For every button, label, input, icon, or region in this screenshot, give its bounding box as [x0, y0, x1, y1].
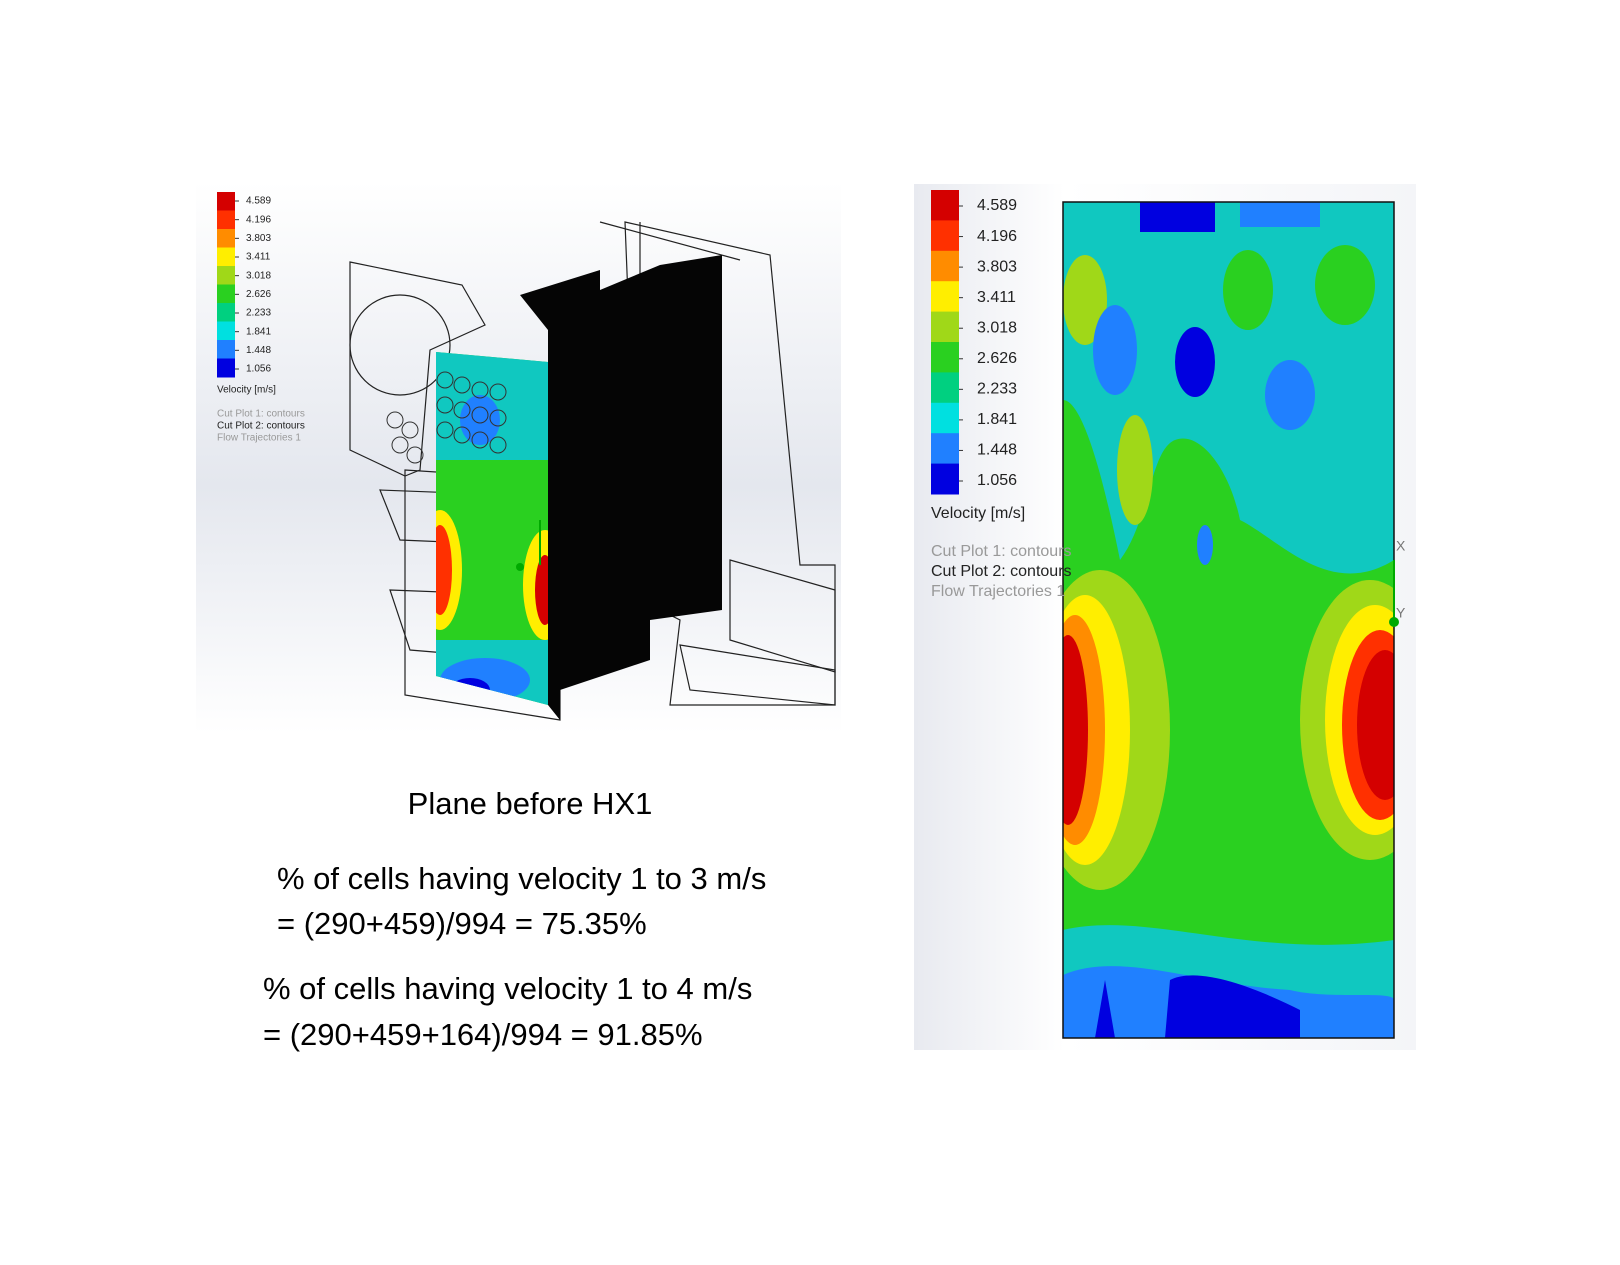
- legend-label: 3.411: [977, 289, 1016, 306]
- right-contour: [1063, 202, 1394, 1038]
- legend-label: 3.411: [246, 252, 271, 263]
- legend-title: Velocity [m/s]: [931, 505, 1025, 522]
- legend-band: [217, 358, 235, 378]
- legend-band: [931, 342, 959, 373]
- legend-band: [931, 281, 959, 313]
- left-figure: 4.589 4.196 3.803 3.411 3.018 2.626 2.233 1.841…: [196, 182, 841, 734]
- tube-holes: [386, 371, 507, 464]
- legend-band: [217, 210, 235, 230]
- legend-label: 3.803: [977, 258, 1017, 275]
- legend-band: [217, 284, 235, 304]
- statement-line: = (290+459+164)/994 = 91.85%: [263, 1017, 703, 1052]
- heat-exchanger-fins: [520, 255, 722, 720]
- legend-band: [217, 321, 235, 341]
- legend-label: 1.841: [246, 326, 271, 337]
- axis-origin: [1389, 617, 1399, 627]
- legend-band: [217, 192, 235, 211]
- legend-band: [931, 190, 959, 221]
- statement-line: % of cells having velocity 1 to 4 m/s: [263, 971, 752, 1006]
- legend-band: [931, 311, 959, 343]
- legend-label: 3.803: [246, 233, 271, 244]
- statement-line: % of cells having velocity 1 to 3 m/s: [277, 861, 766, 896]
- legend-label: 2.233: [246, 308, 271, 319]
- legend-label: 4.196: [246, 214, 271, 225]
- legend-label: 3.018: [977, 319, 1017, 336]
- legend-label: 4.589: [246, 196, 271, 207]
- legend-band: [931, 220, 959, 252]
- legend-band: [931, 372, 959, 404]
- legend-band: [931, 433, 959, 465]
- statement-line: = (290+459)/994 = 75.35%: [277, 906, 647, 941]
- right-figure: X Y 4.589 4.196 3.803 3.411 3.018 2.626 2.233 1…: [914, 184, 1416, 1050]
- axis-label: X: [1396, 538, 1406, 554]
- legend-label: 2.626: [977, 350, 1017, 367]
- legend-label: 4.589: [977, 197, 1017, 214]
- axis-label: Y: [1396, 605, 1406, 621]
- left-contour: [436, 352, 548, 705]
- legend-band: [931, 463, 959, 495]
- legend-band: [931, 402, 959, 434]
- legend-band: [217, 247, 235, 267]
- legend-band: [217, 229, 235, 248]
- legend-band: [931, 250, 959, 282]
- legend-title: Velocity [m/s]: [217, 385, 276, 396]
- plot-list-item: Cut Plot 1: contours: [217, 409, 305, 420]
- plot-list-item: Cut Plot 2: contours: [217, 421, 305, 432]
- legend-label: 1.056: [246, 364, 271, 375]
- right-legend: 4.589 4.196 3.803 3.411 3.018 2.626 2.233 1.841…: [931, 190, 1072, 600]
- plot-list-item: Cut Plot 2: contours: [931, 563, 1072, 580]
- legend-label: 2.233: [977, 381, 1017, 398]
- legend-label: 1.448: [977, 442, 1017, 459]
- legend-label: 2.626: [246, 289, 271, 300]
- left-legend: 4.589 4.196 3.803 3.411 3.018 2.626 2.233 1.841…: [217, 192, 305, 444]
- legend-label: 1.841: [977, 411, 1017, 428]
- legend-label: 1.448: [246, 345, 271, 356]
- legend-label: 1.056: [977, 472, 1017, 489]
- legend-band: [217, 266, 235, 285]
- caption: Plane before HX1: [408, 786, 653, 821]
- legend-band: [217, 340, 235, 359]
- legend-label: 4.196: [977, 228, 1017, 245]
- legend-band: [217, 303, 235, 322]
- legend-label: 3.018: [246, 270, 271, 281]
- axis-origin: [516, 563, 524, 571]
- plot-list-item: Cut Plot 1: contours: [931, 543, 1072, 560]
- plot-list-item: Flow Trajectories 1: [217, 433, 301, 444]
- plot-list-item: Flow Trajectories 1: [931, 583, 1065, 600]
